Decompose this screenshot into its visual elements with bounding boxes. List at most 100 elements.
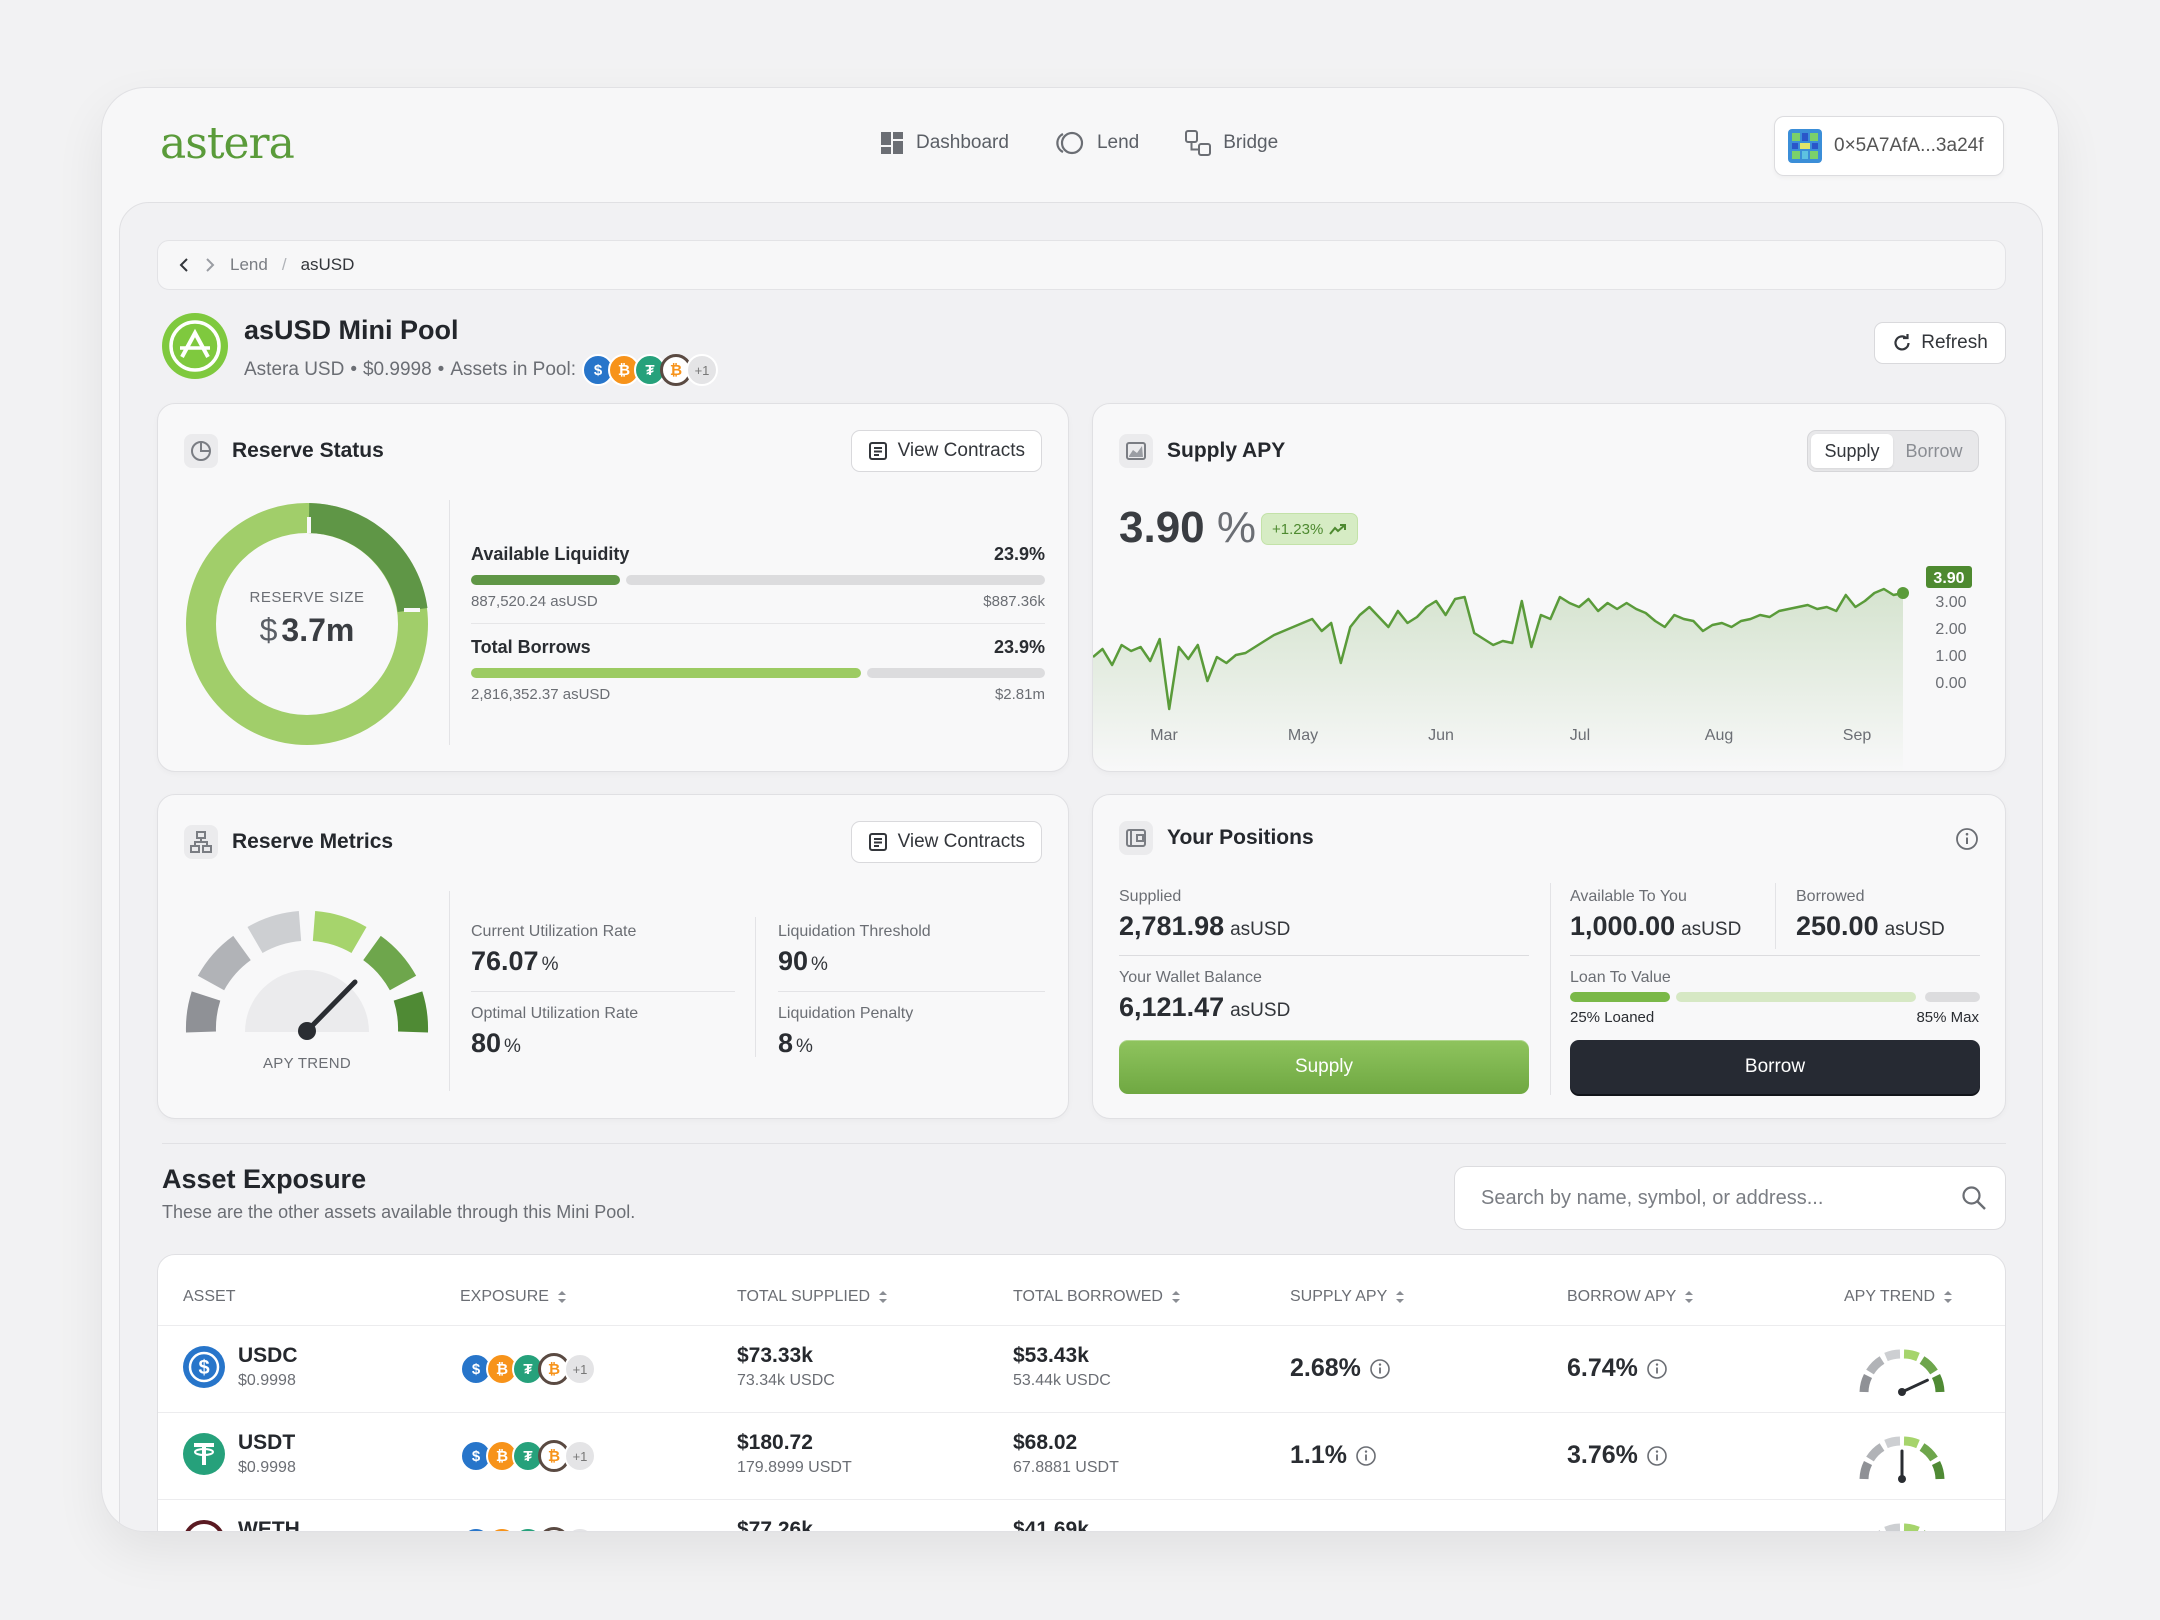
apy-trend-mini-gauge <box>1878 1523 1926 1531</box>
column-header-label: BORROW APY <box>1567 1288 1677 1305</box>
more-assets-badge[interactable] <box>564 1527 596 1531</box>
optimal-utilization-value: 80% <box>471 1028 521 1058</box>
wbtc-icon: ₿ <box>538 1527 570 1531</box>
apy-number: 3.90 <box>1119 503 1205 552</box>
supply-apy-value: 1.1% <box>1290 1441 1347 1469</box>
view-contracts-button[interactable]: View Contracts <box>850 821 1042 863</box>
available-liquidity-fill <box>471 575 620 585</box>
total-supplied-usd: $180.72 <box>737 1431 813 1454</box>
supply-button[interactable]: Supply <box>1119 1040 1529 1094</box>
borrow-button[interactable]: Borrow <box>1570 1040 1980 1094</box>
current-value-tag: 3.90 <box>1926 566 1972 588</box>
asset-cell: USDT $0.9998 <box>238 1431 296 1477</box>
reserve-size-donut <box>186 503 428 745</box>
refresh-button[interactable]: Refresh <box>1874 322 2006 364</box>
exposure-assets-icons: $₿₮₿ <box>460 1527 596 1531</box>
asset-search-input[interactable]: Search by name, symbol, or address... <box>1454 1166 2006 1230</box>
asset-cell: USDC $0.9998 <box>238 1344 298 1390</box>
info-icon[interactable] <box>1369 1358 1391 1380</box>
table-row[interactable]: $ USDC $0.9998 $ ₿ ₮ ₿ +1 $73.33k 73.34k USDC $53.… <box>158 1325 2005 1412</box>
y-tick-label: 1.00 <box>1935 648 1966 665</box>
x-tick-label: Mar <box>1150 727 1178 744</box>
view-contracts-label: View Contracts <box>897 831 1025 852</box>
more-assets-badge[interactable]: +1 <box>564 1440 596 1472</box>
assets-in-pool-label: Assets in Pool: <box>450 359 576 380</box>
exposure-cell: $ ₿ ₮ ₿ +1 <box>460 1440 596 1472</box>
reserve-metrics-title: Reserve Metrics <box>232 830 394 853</box>
available-to-you-label: Available To You <box>1570 888 1687 905</box>
ltv-loaned-label: 25% Loaned <box>1570 1009 1655 1026</box>
toggle-borrow[interactable]: Borrow <box>1905 440 1963 461</box>
toggle-supply[interactable]: Supply <box>1811 434 1893 468</box>
supply-apy-cell: 2.68% <box>1290 1354 1391 1383</box>
total-borrows-pct: 23.9% <box>993 637 1045 657</box>
asset-exposure-title: Asset Exposure <box>162 1164 367 1194</box>
breadcrumb-lend[interactable]: Lend <box>230 255 268 274</box>
supply-borrow-toggle: Supply Borrow <box>1807 430 1979 472</box>
x-tick-label: May <box>1288 727 1318 744</box>
your-positions-title: Your Positions <box>1167 826 1314 849</box>
column-header-exposure[interactable]: EXPOSURE <box>460 1288 567 1306</box>
divider <box>1550 883 1551 1095</box>
ltv-loaned-fill <box>1570 992 1670 1002</box>
apy-change-badge: +1.23% <box>1261 513 1359 545</box>
column-header-total-borrowed[interactable]: TOTAL BORROWED <box>1013 1288 1181 1306</box>
total-supplied-usd: $73.33k <box>737 1344 813 1367</box>
forward-arrow-icon[interactable] <box>204 257 216 273</box>
supplied-value: 2,781.98 asUSD <box>1119 911 1291 941</box>
info-icon[interactable] <box>1646 1358 1668 1380</box>
liquidation-penalty-value: 8% <box>778 1028 813 1058</box>
section-divider <box>162 1143 2006 1144</box>
nav-bridge[interactable]: Bridge <box>1185 130 1278 156</box>
total-supplied-token: 179.8999 USDT <box>737 1459 852 1476</box>
asset-cell: WETH <box>238 1518 300 1531</box>
wallet-button[interactable]: 0×5A7AfA...3a24f <box>1774 116 2004 176</box>
astera-logo[interactable]: astera <box>160 118 295 169</box>
available-to-you-value: 1,000.00 asUSD <box>1570 911 1742 941</box>
column-header-borrow-apy[interactable]: BORROW APY <box>1567 1288 1694 1306</box>
info-icon[interactable] <box>1355 1445 1377 1467</box>
apy-trend-cell <box>1858 1520 1946 1531</box>
more-assets-badge[interactable]: +1 <box>685 354 718 386</box>
pie-chart-icon <box>184 434 218 468</box>
borrowed-value: 250.00 asUSD <box>1796 911 1945 941</box>
nav-lend[interactable]: Lend <box>1055 130 1139 156</box>
table-row[interactable]: USDT $0.9998 $ ₿ ₮ ₿ +1 $180.72 179.8999 USDT $68… <box>158 1412 2005 1499</box>
divider <box>1119 955 1529 956</box>
nav-dashboard[interactable]: Dashboard <box>880 130 1009 156</box>
total-borrows-label: Total Borrows <box>471 637 591 657</box>
main-content: Lend / asUSD asUSD Mini Pool Astera USD … <box>119 202 2043 1531</box>
column-header-apy-trend[interactable]: APY TREND <box>1844 1288 1953 1306</box>
divider <box>755 917 756 1057</box>
your-positions-card: Your Positions Supplied 2,781.98 asUSD Yo… <box>1092 794 2006 1119</box>
main-nav: Dashboard Lend Bridge <box>880 130 1278 156</box>
hierarchy-icon <box>184 825 218 859</box>
supply-apy-title: Supply APY <box>1167 439 1286 462</box>
supply-apy-cell: 1.1% <box>1290 1441 1377 1470</box>
view-contracts-button[interactable]: View Contracts <box>850 430 1042 472</box>
table-row[interactable]: WETH$₿₮₿$77.26k$41.69k <box>158 1499 2005 1531</box>
asset-name: USDT <box>238 1431 296 1454</box>
breadcrumb-current: asUSD <box>300 255 355 274</box>
usdc-icon: $ <box>183 1346 225 1388</box>
x-tick-label: Sep <box>1843 727 1872 744</box>
total-borrowed-token: 53.44k USDC <box>1013 1372 1111 1389</box>
column-header-supply-apy[interactable]: SUPPLY APY <box>1290 1288 1405 1306</box>
separator-dot: • <box>350 359 357 380</box>
info-icon[interactable] <box>1955 827 1979 851</box>
borrowed-label: Borrowed <box>1796 888 1865 905</box>
search-placeholder: Search by name, symbol, or address... <box>1481 1186 1824 1209</box>
currency-symbol: $ <box>259 612 278 648</box>
column-header-total-supplied[interactable]: TOTAL SUPPLIED <box>737 1288 888 1306</box>
pool-assets-icons: $ ₿ ₮ ₿ +1 <box>581 354 718 386</box>
usdt-icon: ₮ <box>512 1527 544 1531</box>
app-window: astera Dashboard Lend Bridge 0×5A7Af <box>101 87 2059 1532</box>
info-icon[interactable] <box>1646 1445 1668 1467</box>
more-assets-badge[interactable]: +1 <box>564 1353 596 1385</box>
search-icon[interactable] <box>1961 1185 1987 1211</box>
apy-trend-gauge <box>185 911 429 1040</box>
ltv-bar <box>1570 992 1980 1002</box>
asset-exposure-table: ASSET EXPOSURE TOTAL SUPPLIED TOTAL BORROWE… <box>157 1254 2006 1531</box>
back-arrow-icon[interactable] <box>178 257 190 273</box>
